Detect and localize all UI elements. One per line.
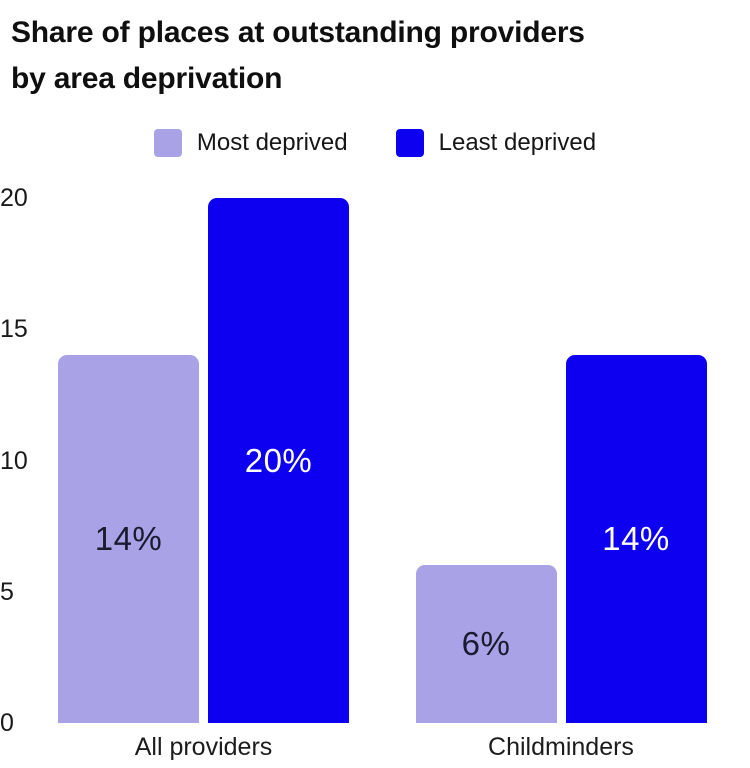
legend-item-least-deprived: Least deprived (395, 129, 597, 157)
bar-data-label: 14% (602, 520, 670, 557)
legend-swatch-least-deprived (395, 129, 424, 157)
x-axis-label-all-providers: All providers (134, 733, 273, 761)
chart-title-line1: Share of places at outstanding providers (11, 16, 585, 49)
bar-data-label: 20% (244, 441, 313, 479)
y-axis-tick-0: 0 (0, 709, 14, 737)
bar-least-deprived-all-providers: 20% (208, 198, 349, 723)
bar-data-label: 6% (461, 625, 511, 662)
y-axis-tick-20: 20 (0, 184, 28, 212)
legend-label-least-deprived: Least deprived (438, 129, 597, 156)
legend: Most deprived Least deprived (0, 129, 750, 157)
legend-label-most-deprived: Most deprived (196, 129, 348, 156)
legend-swatch-most-deprived (153, 129, 182, 157)
x-axis-label-childminders: Childminders (488, 733, 634, 761)
bar-most-deprived-all-providers: 14% (58, 355, 199, 723)
legend-item-most-deprived: Most deprived (153, 129, 348, 157)
bar-least-deprived-childminders: 14% (565, 355, 707, 723)
y-axis-tick-15: 15 (0, 315, 28, 344)
bar-most-deprived-childminders: 6% (415, 565, 557, 723)
y-axis-tick-10: 10 (0, 446, 28, 475)
y-axis-tick-5: 5 (0, 577, 14, 606)
bar-data-label: 14% (94, 520, 163, 557)
chart-title-line2: by area deprivation (11, 62, 283, 95)
chart-title: Share of places at outstanding providers… (11, 10, 731, 102)
